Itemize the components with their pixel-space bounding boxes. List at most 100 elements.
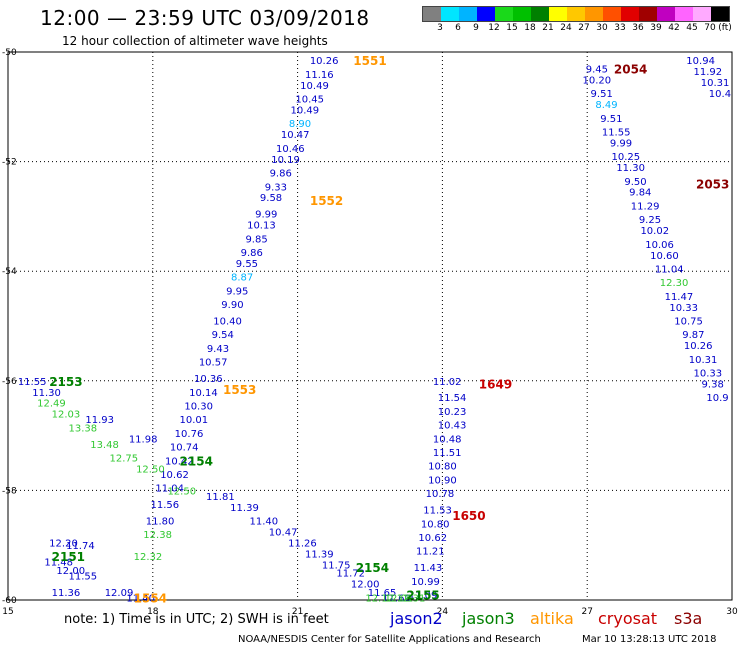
jason2-point: 10.20	[583, 75, 612, 86]
legend-swatch	[549, 7, 567, 21]
jason2-point: 11.39	[230, 503, 259, 514]
jason3-point: 12.30	[660, 278, 689, 289]
jason2-point: 8.49	[595, 100, 617, 111]
jason2-point: 10.60	[650, 251, 679, 262]
jason2-point: 11.60	[382, 593, 411, 604]
y-tick-label: -60	[2, 596, 17, 606]
jason2-point: 10.26	[684, 341, 713, 352]
jason2-point: 9.25	[639, 215, 661, 226]
legend-altika: altika	[530, 609, 574, 628]
jason2-point: 10.36	[194, 374, 223, 385]
jason2-point: 10.30	[184, 401, 213, 412]
x-tick-label: 30	[726, 607, 738, 617]
jason2-point: 10.62	[418, 533, 447, 544]
jason2-point: 11.75	[322, 560, 351, 571]
pass-label: 1552	[310, 194, 343, 208]
jason2-point: 10.57	[199, 358, 228, 369]
jason2-point: 9.33	[265, 182, 287, 193]
x-tick-label: 27	[581, 607, 592, 617]
jason2-point: 10.80	[421, 519, 450, 530]
jason2-point: 10.80	[428, 462, 457, 473]
pass-label: 2151	[52, 550, 85, 564]
jason2-point: 10.33	[694, 369, 723, 380]
jason2-point: 12.00	[351, 580, 380, 591]
jason2-point: 11.02	[433, 377, 462, 388]
jason2-point: 10.26	[310, 56, 339, 67]
x-tick-label: 24	[437, 607, 449, 617]
chart-title: 12:00 — 23:59 UTC 03/09/2018	[40, 6, 370, 30]
legend-tick-label: 36	[632, 23, 644, 33]
x-tick-label: 21	[292, 607, 303, 617]
legend-swatch	[621, 7, 639, 21]
jason2-point: 11.53	[423, 506, 452, 517]
legend-swatch	[477, 7, 495, 21]
legend-tick-label: 45	[686, 23, 698, 33]
legend-tick-label: 70	[704, 23, 716, 33]
jason2-point: 10.33	[669, 303, 698, 314]
pass-label: 2054	[614, 62, 647, 76]
pass-label: 1554	[134, 591, 167, 605]
legend-tick-label: 15	[506, 23, 518, 33]
legend-tick-label: 6	[455, 23, 461, 33]
jason3-point: 12.49	[37, 399, 66, 410]
jason2-point: 11.55	[68, 571, 97, 582]
jason2-point: 10.78	[426, 489, 455, 500]
jason3-point: 12.31	[397, 593, 426, 604]
jason2-point: 12.00	[56, 566, 85, 577]
color-scale-legend	[422, 6, 730, 22]
jason2-point: 9.87	[682, 330, 704, 341]
jason2-point: 10.4	[709, 89, 731, 100]
jason2-point: 11.55	[602, 127, 631, 138]
legend-unit: (ft)	[718, 23, 732, 33]
legend-tick-label: 33	[614, 23, 626, 33]
legend-swatch	[567, 7, 585, 21]
y-tick-label: -56	[2, 377, 17, 387]
legend-tick-label: 21	[542, 23, 554, 33]
jason2-point: 9.85	[245, 234, 267, 245]
jason2-point: 9.54	[212, 330, 234, 341]
jason2-point: 11.51	[433, 448, 462, 459]
jason3-point: 13.38	[68, 423, 97, 434]
legend-tick-label: 18	[524, 23, 536, 33]
jason2-point: 11.72	[336, 569, 365, 580]
jason2-point: 12.20	[49, 538, 78, 549]
legend-tick-label: 3	[437, 23, 443, 33]
jason3-point: 12.75	[110, 454, 139, 465]
legend-s3a: s3a	[674, 609, 703, 628]
credit-line: NOAA/NESDIS Center for Satellite Applica…	[238, 634, 541, 645]
pass-label: 2053	[696, 178, 729, 192]
jason2-point: 9.99	[255, 210, 277, 221]
jason2-point: 11.48	[44, 558, 73, 569]
jason3-point: 12.38	[143, 530, 172, 541]
legend-tick-label: 39	[650, 23, 662, 33]
jason3-point: 12.12	[365, 593, 394, 604]
jason2-point: 10.45	[295, 95, 324, 106]
legend-swatch	[711, 7, 729, 21]
jason3-point: 12.01	[385, 593, 414, 604]
jason2-point: 11.56	[151, 500, 180, 511]
legend-swatch	[513, 7, 531, 21]
y-tick-label: -50	[2, 48, 17, 58]
pass-label: 2153	[49, 375, 82, 389]
jason2-point: 9.95	[226, 286, 248, 297]
jason2-point: 9.43	[207, 344, 229, 355]
jason2-point: 10.01	[180, 415, 209, 426]
jason2-point: 10.99	[411, 577, 440, 588]
jason3-point: 12.50	[167, 486, 196, 497]
jason2-point: 11.21	[416, 547, 445, 558]
jason2-point: 11.47	[665, 292, 694, 303]
jason2-point: 10.9	[706, 393, 728, 404]
jason2-point: 10.94	[686, 56, 715, 67]
jason2-point: 11.81	[206, 492, 235, 503]
jason2-point: 11.04	[155, 484, 184, 495]
jason2-point: 10.40	[213, 317, 242, 328]
jason2-point: 9.55	[236, 259, 258, 270]
jason2-point: 10.02	[640, 226, 669, 237]
chart-subtitle: 12 hour collection of altimeter wave hei…	[62, 34, 328, 48]
jason2-point: 9.84	[629, 188, 651, 199]
jason2-point: 8.87	[231, 273, 253, 284]
jason2-point: 10.76	[175, 429, 204, 440]
jason2-point: 11.80	[146, 517, 175, 528]
legend-swatch	[495, 7, 513, 21]
